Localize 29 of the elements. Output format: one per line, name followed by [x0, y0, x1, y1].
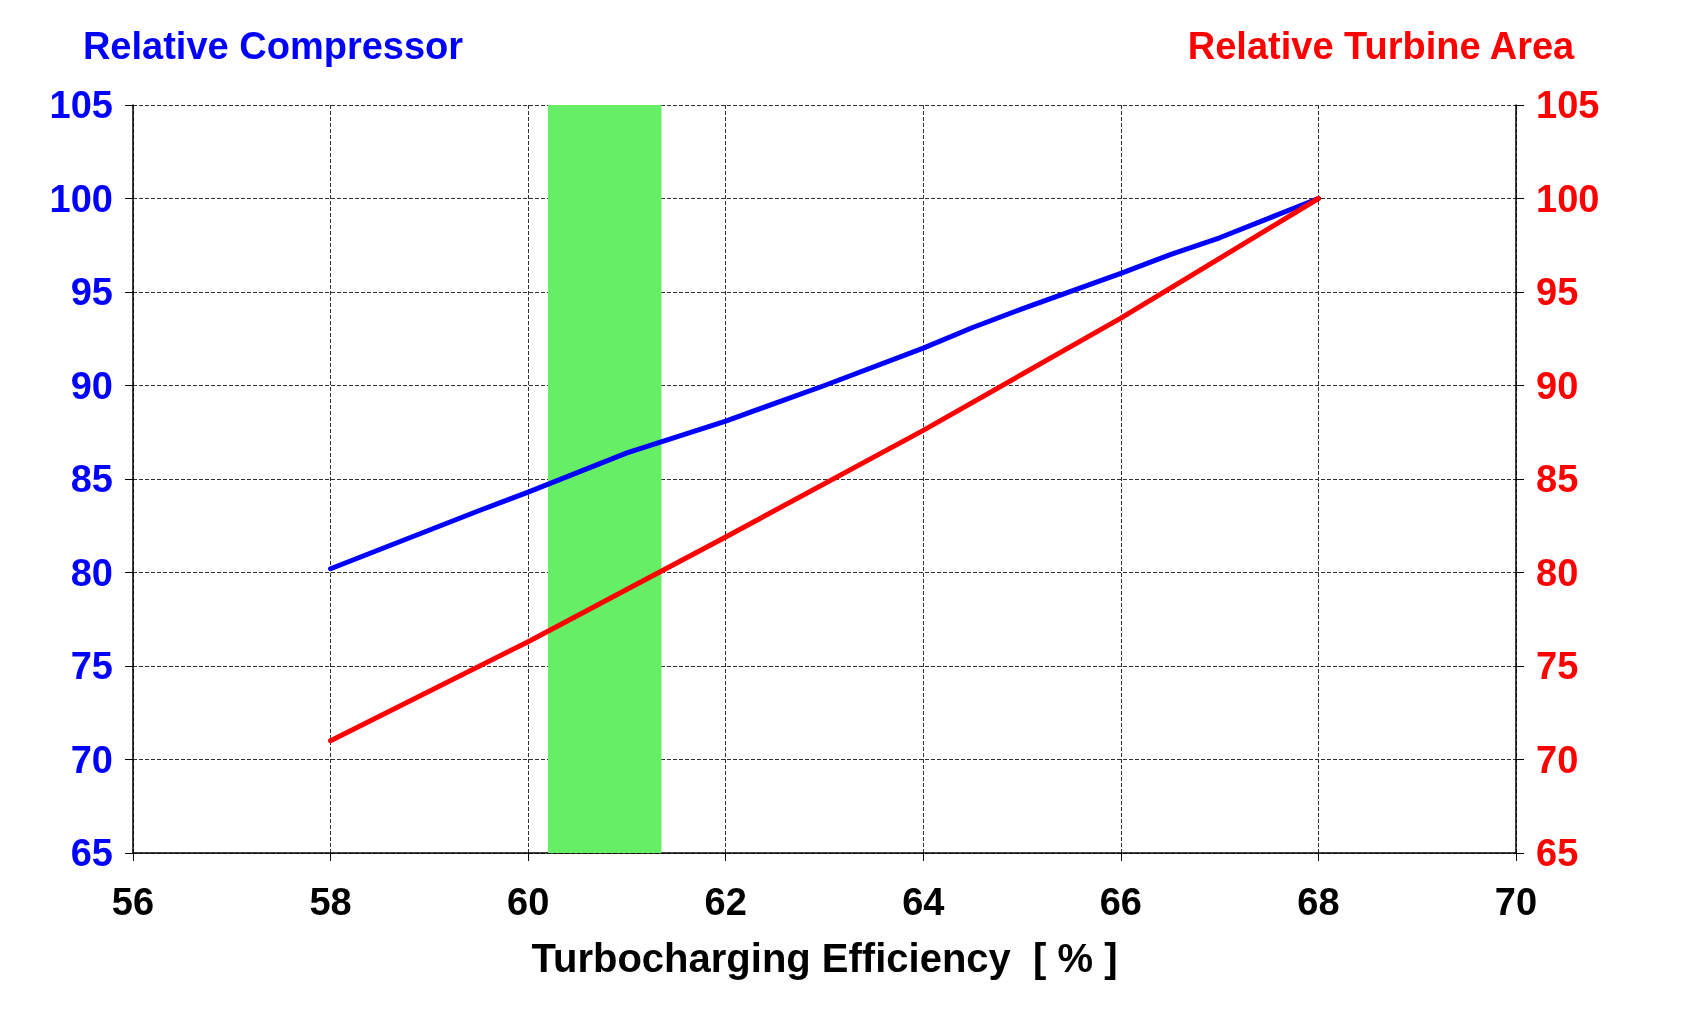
- x-axis-title: Turbocharging Efficiency [ % ]: [531, 936, 1118, 980]
- y-tick-label: 100: [49, 177, 113, 220]
- y2-tick-label: 75: [1536, 645, 1579, 687]
- y-tick-label: 65: [70, 832, 113, 874]
- y-tick-label: 90: [70, 364, 113, 407]
- x-tick-label: 64: [902, 881, 945, 923]
- y2-tick-label: 65: [1536, 832, 1579, 874]
- y2-tick-label: 90: [1536, 364, 1579, 407]
- y-tick-label: 80: [70, 551, 113, 594]
- x-tick-label: 62: [704, 881, 747, 923]
- y-tick-label: 85: [70, 458, 113, 500]
- y2-axis-title: Relative Turbine Area: [1187, 25, 1576, 67]
- y-tick-label: 75: [70, 645, 113, 687]
- y-tick-label: 105: [49, 84, 113, 126]
- y2-tick-label: 85: [1536, 458, 1579, 500]
- y2-tick-label: 105: [1536, 84, 1600, 126]
- x-tick-label: 60: [507, 881, 550, 923]
- y-tick-label: 70: [70, 738, 113, 781]
- y-tick-label: 95: [70, 271, 113, 313]
- y2-tick-label: 80: [1536, 551, 1579, 594]
- x-tick-label: 58: [309, 881, 352, 923]
- y-axis-title: Relative Compressor: [82, 25, 464, 67]
- x-tick-label: 70: [1494, 881, 1538, 923]
- x-tick-label: 68: [1297, 881, 1340, 923]
- y2-tick-label: 70: [1536, 738, 1579, 781]
- x-tick-label: 56: [111, 881, 155, 923]
- x-tick-label: 66: [1099, 881, 1142, 923]
- y2-tick-label: 100: [1536, 177, 1600, 220]
- y2-tick-label: 95: [1536, 271, 1579, 313]
